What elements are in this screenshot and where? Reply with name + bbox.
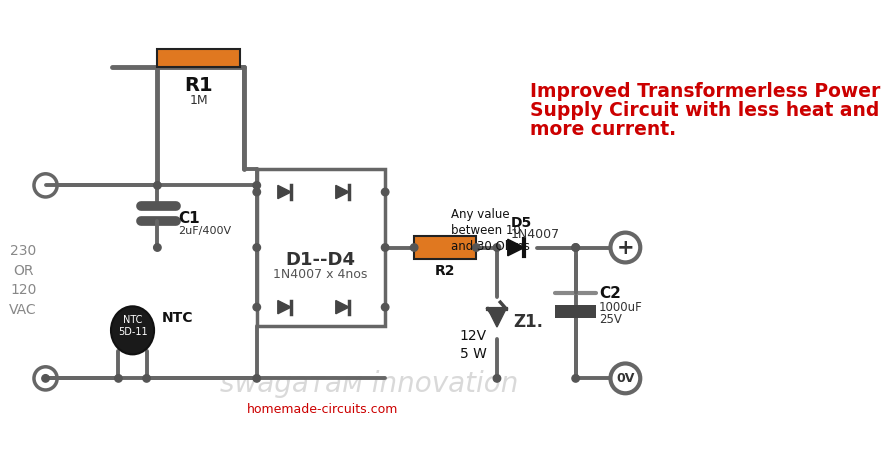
Circle shape [42,374,49,382]
Text: homemade-circuits.com: homemade-circuits.com [247,403,398,415]
Polygon shape [488,309,506,327]
Circle shape [493,244,501,251]
Text: D1--D4: D1--D4 [286,251,355,269]
Circle shape [493,374,501,382]
Text: 1M: 1M [189,94,208,106]
Text: Improved Transformerless Power: Improved Transformerless Power [530,82,880,101]
Text: 25V: 25V [599,313,622,326]
Text: swagатам innovation: swagатам innovation [221,370,519,398]
Bar [414,236,476,259]
Text: 1000uF: 1000uF [599,301,643,315]
Text: Any value
between 10
and 30 Ohms: Any value between 10 and 30 Ohms [452,209,530,253]
Bar [555,306,597,318]
Text: 230
OR
120
VAC: 230 OR 120 VAC [10,244,37,317]
Bar [157,49,240,67]
Circle shape [472,244,480,251]
Text: R1: R1 [185,76,213,96]
Ellipse shape [111,306,154,354]
Circle shape [572,244,580,251]
Text: NTC: NTC [162,311,193,325]
Text: C1: C1 [178,211,200,226]
Text: +: + [616,237,634,258]
Polygon shape [278,300,291,314]
Circle shape [572,374,580,382]
Polygon shape [336,186,349,199]
Circle shape [411,244,418,251]
Circle shape [154,244,161,251]
Circle shape [253,188,261,196]
Text: Supply Circuit with less heat and: Supply Circuit with less heat and [530,101,880,121]
Text: 1N4007 x 4nos: 1N4007 x 4nos [273,268,368,281]
Text: D5: D5 [511,216,532,230]
Text: C2: C2 [599,285,621,300]
Text: 0V: 0V [616,372,635,385]
Circle shape [253,374,261,382]
Circle shape [253,182,261,189]
Polygon shape [508,239,524,256]
Circle shape [253,303,261,311]
Polygon shape [336,300,349,314]
Text: more current.: more current. [530,121,676,139]
Circle shape [154,182,161,189]
Polygon shape [278,186,291,199]
Bar [257,169,385,326]
Text: NTC
5D-11: NTC 5D-11 [118,316,147,337]
Text: 1N4007: 1N4007 [511,228,560,241]
Circle shape [381,244,388,251]
Circle shape [381,188,388,196]
Circle shape [143,374,150,382]
Circle shape [572,244,580,251]
Circle shape [381,303,388,311]
Circle shape [114,374,122,382]
Text: R2: R2 [435,264,455,278]
Text: 2uF/400V: 2uF/400V [178,226,231,236]
Text: Z1.: Z1. [513,313,544,331]
Text: 12V
5 W: 12V 5 W [460,329,487,361]
Circle shape [253,244,261,251]
